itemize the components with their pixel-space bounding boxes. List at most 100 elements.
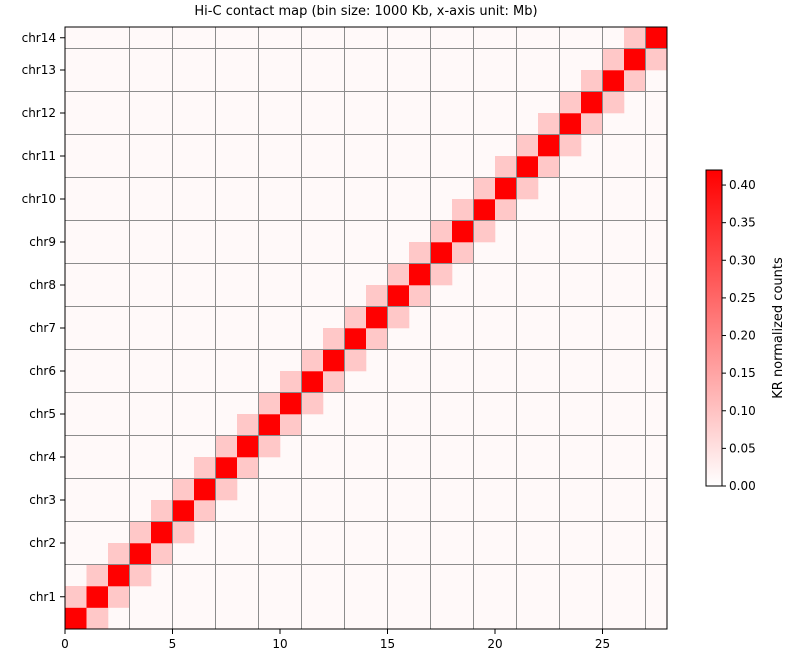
heatmap-cell <box>495 156 517 178</box>
colorbar-ticks: 0.00 0.05 0.10 0.15 0.20 0.25 0.30 0.35 0.40 <box>722 178 756 493</box>
heatmap-cell <box>172 521 195 544</box>
heatmap-cell <box>151 521 173 544</box>
x-tick-label: 5 <box>169 637 177 651</box>
heatmap-cell <box>301 392 324 415</box>
heatmap-cell <box>301 349 324 372</box>
colorbar-tick-label: 0.00 <box>729 479 756 493</box>
heatmap-cell <box>301 371 324 393</box>
colorbar-tick-label: 0.15 <box>729 366 756 380</box>
heatmap-cell <box>559 113 582 135</box>
heatmap-cell <box>280 392 302 415</box>
heatmap-cell <box>581 70 603 92</box>
heatmap-cell <box>323 371 345 393</box>
heatmap-cell <box>129 521 152 544</box>
heatmap-cell <box>473 177 496 200</box>
heatmap-cell <box>366 306 388 329</box>
colorbar-tick-label: 0.40 <box>729 178 756 192</box>
heatmap-cell <box>280 371 302 393</box>
heatmap-cell <box>258 414 281 436</box>
heatmap-cell <box>624 27 646 49</box>
heatmap-cell <box>495 177 517 200</box>
heatmap-cell <box>645 27 668 49</box>
heatmap-cell <box>538 113 560 135</box>
heatmap-cell <box>129 543 152 565</box>
y-tick-label-chr9: chr9 <box>29 235 56 249</box>
y-tick-label-chr14: chr14 <box>22 31 56 45</box>
heatmap-cell <box>86 564 109 587</box>
heatmap-cell <box>538 134 560 157</box>
y-tick-label-chr7: chr7 <box>29 321 56 335</box>
heatmap-cell <box>258 392 281 415</box>
x-tick-label: 10 <box>272 637 287 651</box>
heatmap-cell <box>366 328 388 350</box>
heatmap-cell <box>559 91 582 114</box>
y-tick-label-chr13: chr13 <box>22 63 56 77</box>
heatmap-cell <box>194 500 216 522</box>
heatmap-cell <box>86 607 109 630</box>
heatmap-cell <box>430 263 453 286</box>
colorbar-tick-label: 0.30 <box>729 253 756 267</box>
heatmap-cell <box>215 435 238 458</box>
chart-title: Hi-C contact map (bin size: 1000 Kb, x-a… <box>194 4 537 19</box>
heatmap-cell <box>516 156 539 178</box>
heatmap-cell <box>645 48 668 71</box>
heatmap-cell <box>366 285 388 307</box>
heatmap-cell <box>430 220 453 243</box>
heatmap-cell <box>151 543 173 565</box>
heatmap-cell <box>65 607 87 630</box>
heatmap-cell <box>602 91 625 114</box>
heatmap-cell <box>409 285 431 307</box>
heatmap-cell <box>495 199 517 221</box>
colorbar-tick-label: 0.05 <box>729 441 756 455</box>
heatmap-cell <box>473 199 496 221</box>
heatmap-cell <box>172 478 195 501</box>
heatmap-cell <box>581 91 603 114</box>
heatmap-cell <box>215 478 238 501</box>
heatmap-cell <box>280 414 302 436</box>
colorbar: 0.00 0.05 0.10 0.15 0.20 0.25 0.30 0.35 0.40 KR … <box>705 169 786 493</box>
heatmap-cell <box>151 500 173 522</box>
y-tick-label-chr10: chr10 <box>22 192 56 206</box>
colorbar-tick-label: 0.20 <box>729 329 756 343</box>
heatmap-cell <box>559 134 582 157</box>
heatmap-cell <box>344 328 367 350</box>
heatmap-cell <box>452 220 474 243</box>
heatmap-cell <box>452 199 474 221</box>
y-tick-label-chr1: chr1 <box>29 590 56 604</box>
heatmap-cell <box>86 586 109 608</box>
heatmap-cell <box>602 70 625 92</box>
y-tick-label-chr2: chr2 <box>29 536 56 550</box>
y-tick-label-chr6: chr6 <box>29 364 56 378</box>
y-tick-label-chr12: chr12 <box>22 106 56 120</box>
heatmap-cell <box>516 177 539 200</box>
colorbar-tick-label: 0.25 <box>729 291 756 305</box>
heatmap-cell <box>194 457 216 479</box>
heatmap-cell <box>452 242 474 264</box>
y-tick-label-chr4: chr4 <box>29 450 56 464</box>
heatmap-cell <box>344 306 367 329</box>
y-tick-label-chr8: chr8 <box>29 278 56 292</box>
heatmap-cell <box>387 263 410 286</box>
colorbar-label: KR normalized counts <box>771 257 786 399</box>
y-tick-label-chr3: chr3 <box>29 493 56 507</box>
heatmap-cell <box>65 586 87 608</box>
heatmap-cell <box>129 564 152 587</box>
heatmap-cell <box>473 220 496 243</box>
heatmap-cell <box>344 349 367 372</box>
heatmap-cell <box>409 263 431 286</box>
heatmap-cell <box>237 457 259 479</box>
heatmap-cell <box>624 70 646 92</box>
heatmap-cell <box>409 242 431 264</box>
colorbar-tick-label: 0.35 <box>729 216 756 230</box>
heatmap-cell <box>108 564 130 587</box>
chromosome-grid <box>65 27 667 629</box>
y-tick-label-chr11: chr11 <box>22 149 56 163</box>
heatmap-cell <box>237 414 259 436</box>
x-tick-label: 25 <box>595 637 610 651</box>
x-tick-label: 0 <box>61 637 69 651</box>
heatmap-cell <box>387 306 410 329</box>
heatmap-cell <box>194 478 216 501</box>
heatmap-cells <box>65 27 668 630</box>
heatmap-cell <box>323 349 345 372</box>
heatmap-cell <box>602 48 625 71</box>
